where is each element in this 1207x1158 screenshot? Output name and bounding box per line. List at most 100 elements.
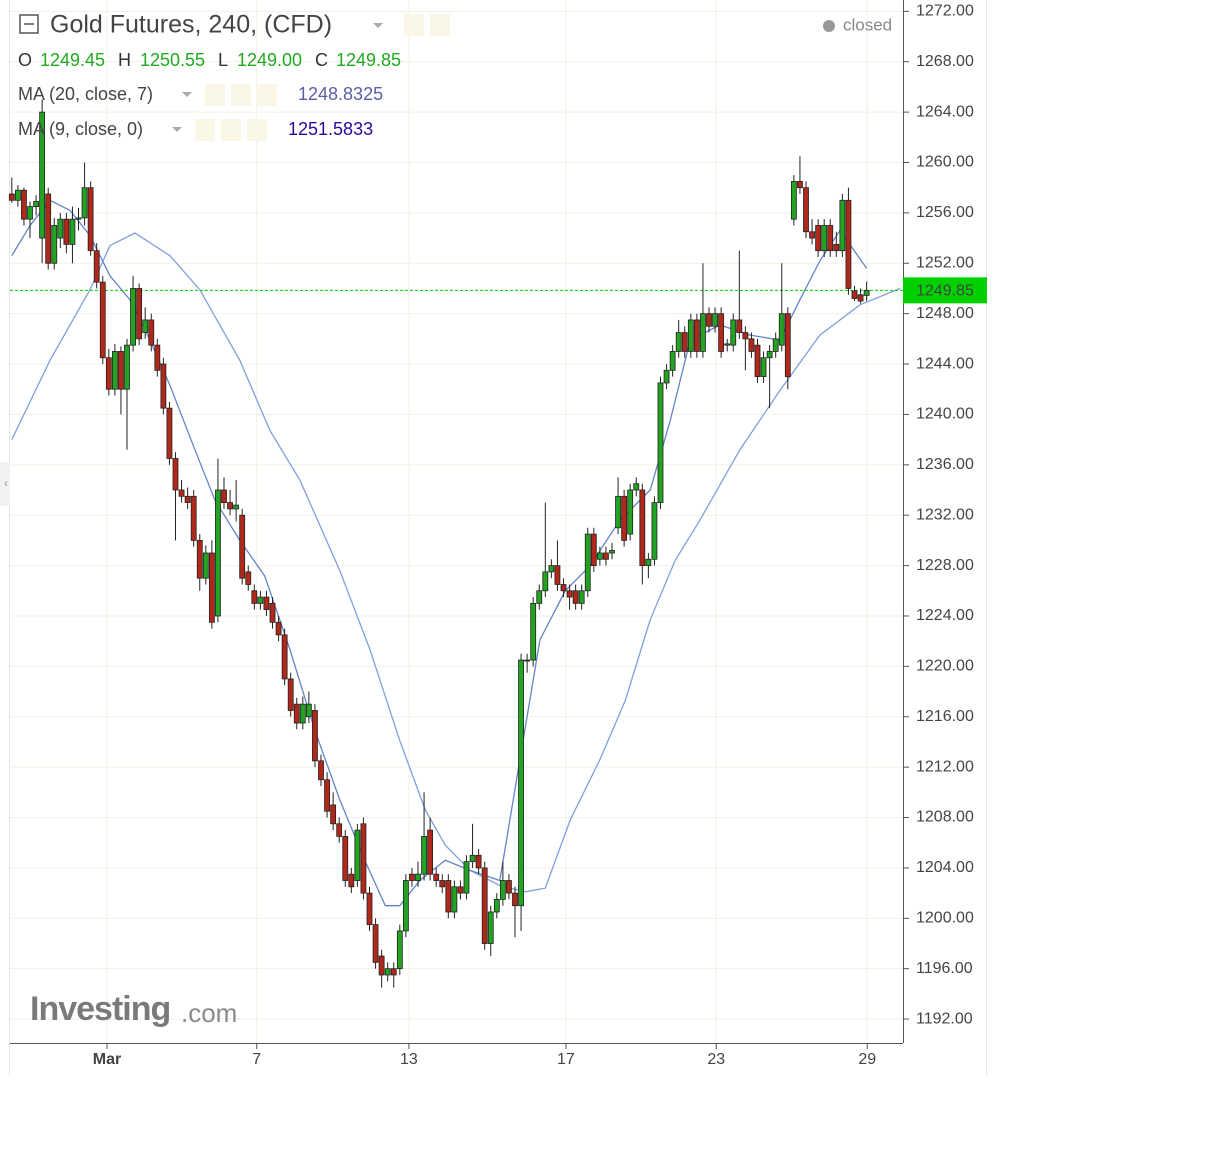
ohlc-value: 1249.45 [40,50,105,70]
candle-body [178,489,185,497]
x-tick-label: 23 [707,1051,725,1068]
y-tick-label: 1256.00 [916,204,974,221]
indicator-icon[interactable] [257,84,277,106]
candle-body [190,495,197,541]
candle-body [330,804,337,825]
candle-body [554,565,561,585]
candle-body [239,514,246,579]
y-tick-label: 1240.00 [916,406,974,423]
candle-body [8,193,15,201]
candle-body [63,218,70,245]
candle-body [27,206,33,220]
candle-body [493,898,500,913]
candle-body [142,319,149,333]
x-tick-label: 7 [252,1051,261,1068]
y-tick-label: 1252.00 [916,254,974,271]
candle-body [342,836,349,881]
indicator-icon[interactable] [195,119,215,141]
candle-body [402,880,409,932]
candle-body [21,189,27,220]
candle-body [215,489,221,617]
y-tick-label: 1220.00 [916,658,974,675]
candle-body [512,892,518,907]
candle-body [227,502,233,510]
ohlc-legend: O 1249.45 H 1250.55 L 1249.00 C 1249.85 [18,50,401,70]
dropdown-caret[interactable] [373,23,383,28]
candle-body [857,294,864,302]
x-tick-label: 17 [557,1051,575,1068]
y-tick-label: 1212.00 [916,758,974,775]
candle-body [499,880,506,900]
toolbar-icon[interactable] [404,14,424,36]
candle-body [299,703,306,724]
y-tick-label: 1192.00 [916,1010,973,1027]
candle-body [51,225,58,264]
y-tick-label: 1248.00 [916,305,974,322]
candle-body [609,550,615,554]
candle-body [663,369,670,384]
candle-body [633,483,640,491]
candle-body [87,187,94,252]
candle-body [439,880,446,888]
y-tick-label: 1244.00 [916,355,974,372]
candle-body [415,873,421,881]
candle-body [409,873,415,881]
candle-body [105,357,112,390]
candle-body [754,344,761,378]
toolbar-icon[interactable] [430,14,450,36]
candle-body [681,332,688,352]
indicator-icon[interactable] [205,84,225,106]
y-tick-label: 1236.00 [916,456,974,473]
candle-body [366,892,373,925]
candle-body [269,602,276,623]
candle-body [718,313,725,352]
candle-body [615,495,621,529]
candle-body [118,351,124,390]
candle-body [136,288,143,340]
candle-body [639,489,646,566]
candle-body [360,823,367,894]
candles [8,99,870,988]
candle-body [693,319,700,352]
indicator-name: MA (9, close, 0) [18,119,143,139]
candle-body [536,590,543,604]
y-tick-label: 1200.00 [916,910,974,927]
candle-body [590,533,597,566]
candle-body [809,231,815,239]
x-tick-label: Mar [93,1051,121,1068]
candle-body [312,710,318,762]
candle-body [451,886,458,913]
indicator-icon[interactable] [247,119,267,141]
ohlc-value: 1249.00 [237,50,302,70]
y-tick-label: 1228.00 [916,557,974,574]
candle-body [33,201,39,207]
collapse-icon[interactable] [19,14,39,34]
candle-body [487,911,494,944]
indicator-icon[interactable] [221,119,241,141]
candle-body [396,930,403,970]
indicator-icon[interactable] [231,84,251,106]
candle-body [736,319,743,333]
chart-title: Gold Futures, 240, (CFD) [50,11,332,39]
candle-body [318,760,324,781]
candle-body [651,502,658,560]
candle-body [748,338,755,352]
candle-body [75,217,82,220]
candle-body [93,250,100,283]
candle-body [833,243,840,252]
candle-body [863,289,870,296]
y-tick-label: 1196.00 [916,960,973,977]
candle-body [166,407,173,459]
candle-body [196,539,203,579]
y-tick-label: 1232.00 [916,506,974,523]
candle-body [518,659,524,907]
candle-body [742,332,749,340]
candle-body [603,552,609,560]
dropdown-caret[interactable] [182,92,192,97]
side-tab[interactable] [0,462,10,506]
dropdown-caret[interactable] [172,127,182,132]
indicator-value: 1248.8325 [298,84,383,104]
status-dot [823,20,835,32]
candle-body [69,218,76,245]
